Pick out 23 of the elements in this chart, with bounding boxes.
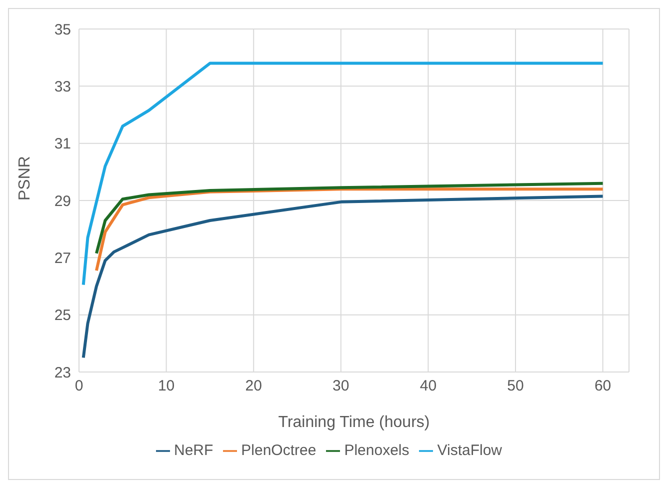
x-tick-label: 40 [420, 378, 437, 395]
legend-label: NeRF [174, 442, 214, 459]
y-tick-label: 25 [54, 307, 71, 324]
line-series [82, 62, 604, 286]
legend-label: Plenoxels [344, 442, 410, 459]
y-tick-label: 23 [54, 364, 71, 382]
x-tick-label: 30 [332, 378, 350, 395]
x-tick-label: 50 [507, 378, 524, 395]
line-series [94, 182, 604, 255]
y-tick-label: 33 [54, 78, 71, 96]
legend-label: PlenOctree [241, 442, 316, 459]
y-tick-label: 35 [54, 21, 71, 38]
x-axis-title: Training Time (hours) [278, 414, 430, 431]
y-tick-label: 27 [54, 250, 71, 267]
y-tick-label: 29 [54, 192, 71, 210]
y-axis-title: PSNR [16, 156, 34, 200]
legend-label: VistaFlow [437, 442, 502, 459]
line-series [82, 194, 604, 360]
x-tick-label: 60 [594, 378, 612, 395]
x-tick-label: 0 [74, 378, 84, 395]
y-tick-label: 31 [54, 136, 71, 153]
x-tick-label: 10 [158, 378, 175, 395]
x-tick-label: 20 [245, 378, 262, 395]
